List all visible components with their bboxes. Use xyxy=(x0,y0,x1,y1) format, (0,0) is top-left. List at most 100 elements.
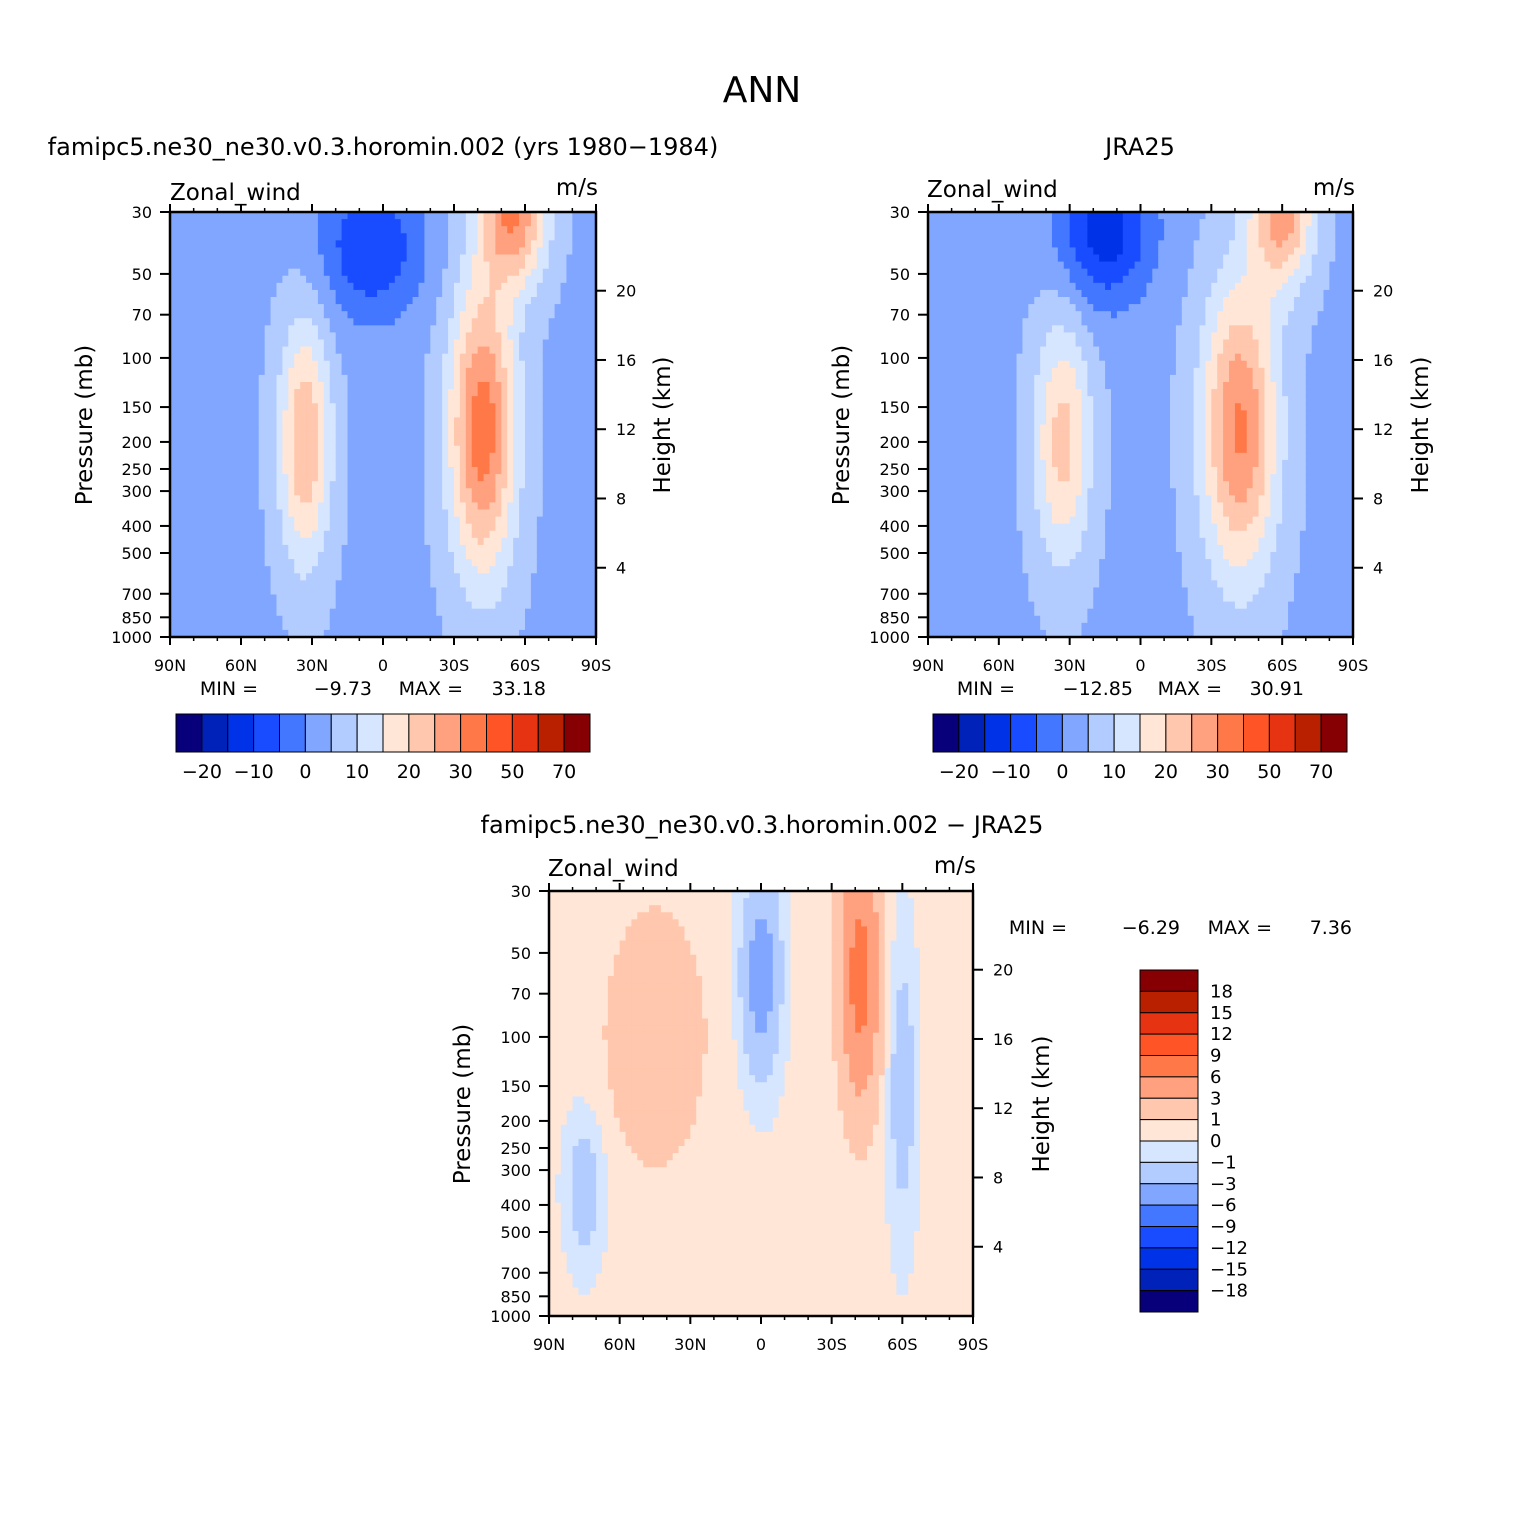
contour-cell xyxy=(235,374,242,383)
contour-cell xyxy=(554,481,562,489)
contour-cell xyxy=(945,261,953,270)
contour-cell xyxy=(353,417,360,426)
contour-cell xyxy=(436,289,443,298)
contour-cell xyxy=(525,594,532,603)
contour-cell xyxy=(418,226,426,234)
contour-cell xyxy=(590,226,596,234)
contour-cell xyxy=(300,219,307,227)
contour-cell xyxy=(329,622,337,631)
contour-cell xyxy=(436,360,443,369)
contour-cell xyxy=(578,226,585,234)
contour-cell xyxy=(211,389,218,397)
contour-cell xyxy=(507,318,514,326)
contour-cell xyxy=(951,396,959,404)
contour-cell xyxy=(424,601,431,610)
contour-cell xyxy=(928,516,935,525)
contour-cell xyxy=(530,622,538,631)
contour-cell xyxy=(477,580,485,589)
contour-cell xyxy=(584,247,591,256)
contour-cell xyxy=(359,346,366,355)
contour-cell xyxy=(235,233,242,241)
contour-cell xyxy=(969,566,976,574)
contour-cell xyxy=(578,374,585,383)
contour-cell xyxy=(430,580,437,589)
contour-cell xyxy=(406,297,414,305)
contour-cell xyxy=(560,233,568,241)
contour-cell xyxy=(306,594,313,603)
contour-cell xyxy=(365,587,372,596)
contour-cell xyxy=(454,226,461,234)
contour-cell xyxy=(288,339,295,348)
contour-cell xyxy=(241,509,248,518)
contour-cell xyxy=(383,601,390,610)
contour-cell xyxy=(501,233,508,241)
contour-cell xyxy=(170,353,177,362)
contour-cell xyxy=(442,325,449,334)
contour-cell xyxy=(288,410,295,419)
contour-cell xyxy=(945,573,953,581)
min-value: −9.73 xyxy=(314,678,372,700)
contour-cell xyxy=(459,382,467,390)
contour-cell xyxy=(424,495,431,504)
contour-cell xyxy=(329,240,337,249)
contour-cell xyxy=(258,360,266,369)
contour-cell xyxy=(578,481,585,489)
contour-cell xyxy=(448,212,455,220)
contour-cell xyxy=(288,608,295,617)
contour-cell xyxy=(175,452,183,461)
contour-cell xyxy=(252,360,260,369)
contour-cell xyxy=(572,502,579,511)
contour-cell xyxy=(548,467,556,475)
contour-cell xyxy=(187,282,195,291)
contour-cell xyxy=(975,353,982,362)
contour-cell xyxy=(483,403,491,411)
contour-cell xyxy=(442,488,449,496)
contour-cell xyxy=(507,580,514,589)
contour-cell xyxy=(264,382,272,390)
contour-cell xyxy=(572,552,579,560)
contour-cell xyxy=(584,396,591,404)
contour-cell xyxy=(312,389,319,397)
contour-cell xyxy=(252,353,260,362)
contour-cell xyxy=(542,431,550,440)
contour-cell xyxy=(388,346,396,355)
contour-cell xyxy=(347,467,355,475)
contour-cell xyxy=(359,410,366,419)
contour-cell xyxy=(471,289,479,298)
contour-cell xyxy=(578,417,585,426)
contour-cell xyxy=(241,452,248,461)
contour-cell xyxy=(317,594,325,603)
contour-cell xyxy=(969,445,976,454)
contour-cell xyxy=(359,445,366,454)
contour-cell xyxy=(187,431,195,440)
contour-cell xyxy=(513,325,520,334)
contour-cell xyxy=(412,289,420,298)
contour-cell xyxy=(436,488,443,496)
contour-cell xyxy=(477,261,485,270)
contour-cell xyxy=(560,622,568,631)
contour-cell xyxy=(975,261,982,270)
contour-cell xyxy=(377,495,384,504)
contour-cell xyxy=(969,261,976,270)
contour-cell xyxy=(229,438,236,447)
contour-cell xyxy=(341,353,349,362)
contour-cell xyxy=(193,544,201,553)
contour-cell xyxy=(294,289,301,298)
contour-cell xyxy=(199,339,207,348)
contour-cell xyxy=(270,601,278,610)
contour-cell xyxy=(471,474,479,482)
contour-cell xyxy=(193,233,201,241)
contour-cell xyxy=(578,367,585,376)
contour-cell xyxy=(365,629,372,637)
contour-cell xyxy=(377,268,384,277)
contour-cell xyxy=(211,353,218,362)
contour-cell xyxy=(489,488,497,496)
contour-cell xyxy=(477,389,485,397)
contour-cell xyxy=(264,226,272,234)
contour-cell xyxy=(306,459,313,468)
contour-cell xyxy=(365,573,372,581)
contour-cell xyxy=(542,601,550,610)
contour-cell xyxy=(371,403,378,411)
contour-cell xyxy=(560,438,568,447)
contour-cell xyxy=(205,417,213,426)
